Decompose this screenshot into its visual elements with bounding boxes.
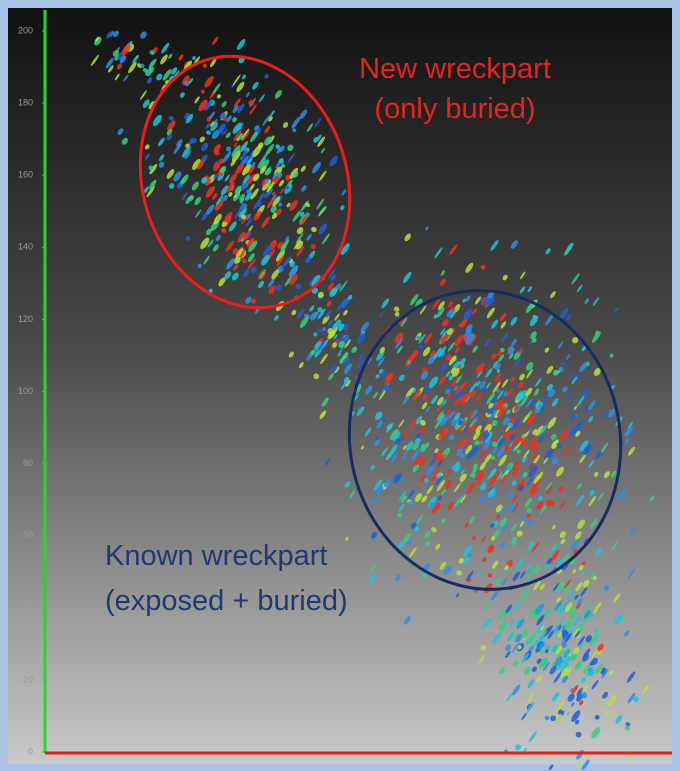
y-tick-label: 200 [18, 25, 33, 35]
sonar-point [548, 764, 554, 771]
y-tick-label: 40 [23, 602, 33, 612]
annotation: (only buried) [374, 93, 535, 125]
y-tick-label: 120 [18, 314, 33, 324]
y-tick-label: 0 [28, 746, 33, 756]
y-tick-label: 20 [23, 674, 33, 684]
y-tick-label: 80 [23, 458, 33, 468]
y-tick-label: 100 [18, 386, 33, 396]
annotation: Known wreckpart [105, 540, 327, 572]
y-tick-label: 140 [18, 242, 33, 252]
annotation: New wreckpart [359, 53, 551, 85]
y-tick-label: 160 [18, 170, 33, 180]
y-tick-label: 180 [18, 97, 33, 107]
viewport [8, 8, 672, 764]
page: 0 20 40 60 80 100 120 140 160 180 200 New wreckpar… [0, 0, 680, 771]
sonar-view: 0 20 40 60 80 100 120 140 160 180 200 New wreckpar… [0, 0, 680, 771]
y-tick-label: 60 [23, 530, 33, 540]
annotation: (exposed + buried) [105, 585, 348, 617]
